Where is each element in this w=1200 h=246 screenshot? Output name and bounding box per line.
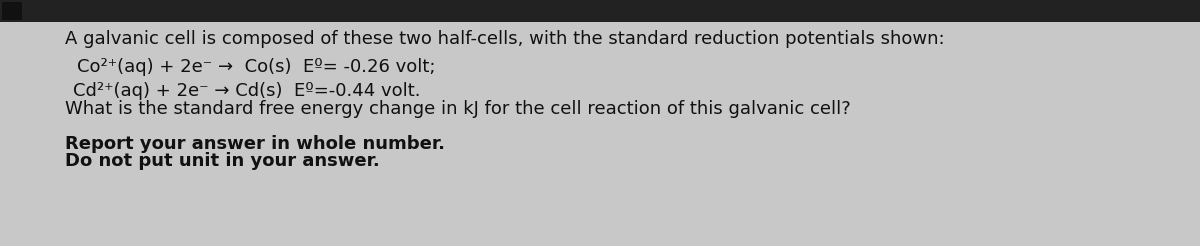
Text: What is the standard free energy change in kJ for the cell reaction of this galv: What is the standard free energy change … <box>65 100 851 118</box>
Text: A galvanic cell is composed of these two half-cells, with the standard reduction: A galvanic cell is composed of these two… <box>65 30 944 48</box>
Text: Co²⁺(aq) + 2e⁻ →  Co(s)  Eº= -0.26 volt;: Co²⁺(aq) + 2e⁻ → Co(s) Eº= -0.26 volt; <box>77 58 436 76</box>
Text: Report your answer in whole number.: Report your answer in whole number. <box>65 135 445 153</box>
Bar <box>2 2 22 20</box>
Text: Cd²⁺(aq) + 2e⁻ → Cd(s)  Eº=-0.44 volt.: Cd²⁺(aq) + 2e⁻ → Cd(s) Eº=-0.44 volt. <box>73 82 420 100</box>
Bar <box>0 0 1200 22</box>
Text: Do not put unit in your answer.: Do not put unit in your answer. <box>65 152 379 170</box>
